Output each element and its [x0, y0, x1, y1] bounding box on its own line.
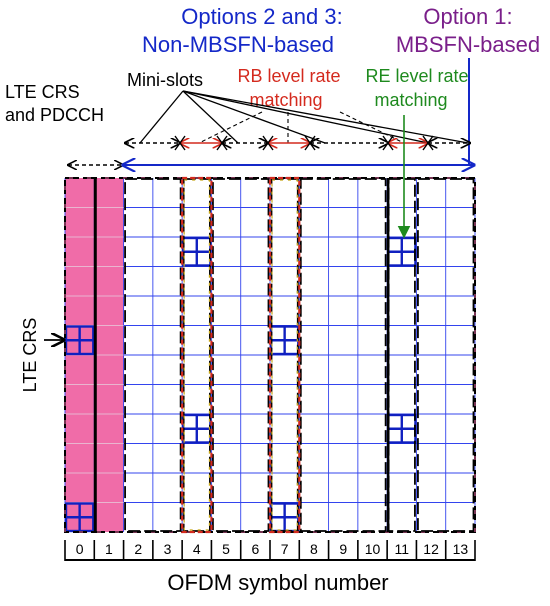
segment-cross	[262, 135, 274, 151]
symbol-tick-label: 5	[222, 541, 230, 557]
symbol-tick-label: 12	[423, 541, 439, 557]
symbol-tick-label: 6	[251, 541, 259, 557]
rb-level-column-inner	[271, 179, 298, 531]
crs-cell	[269, 325, 300, 356]
re-level-pointer	[339, 111, 405, 144]
segment-cross	[304, 135, 316, 151]
crs-cell	[64, 325, 95, 356]
lte-crs-pdcch-label-line2: and PDCCH	[5, 105, 104, 125]
minislot-block	[417, 178, 475, 532]
symbol-tick-label: 1	[105, 541, 113, 557]
symbol-tick-label: 10	[365, 541, 381, 557]
crs-cell	[386, 413, 417, 444]
crs-cell	[269, 502, 300, 533]
rb-level-label-line1: RB level rate	[237, 66, 340, 86]
option-1-title-line1: Option 1:	[423, 4, 512, 29]
minislot-arrow-row	[125, 135, 470, 151]
crs-cell	[181, 236, 212, 267]
symbol-tick-label: 4	[193, 541, 201, 557]
x-axis-title: OFDM symbol number	[167, 570, 388, 595]
lte-crs-pdcch-label-line1: LTE CRS	[5, 82, 80, 102]
options-23-title-line1: Options 2 and 3:	[181, 4, 342, 29]
minislot-block	[212, 178, 270, 532]
segment-cross	[174, 135, 186, 151]
options-23-title-line2: Non-MBSFN-based	[142, 32, 334, 57]
symbol-tick-label: 2	[134, 541, 142, 557]
lte-crs-side-label: LTE CRS	[20, 318, 40, 393]
re-level-label-line2: matching	[374, 90, 447, 110]
rb-level-column-inner	[183, 179, 211, 531]
rb-level-pointers	[198, 111, 289, 144]
resource-grid	[64, 176, 476, 534]
symbol-tick-label: 11	[395, 541, 410, 557]
segment-cross	[382, 135, 394, 151]
crs-cell	[181, 413, 212, 444]
symbol-tick-label: 8	[310, 541, 318, 557]
mini-slots-label: Mini-slots	[127, 70, 203, 90]
symbol-tick-label: 0	[76, 541, 84, 557]
minislot-block	[124, 178, 182, 532]
segment-cross	[422, 135, 434, 151]
symbol-axis: 0 1 2 3 4 5 6 7 8 9 10 11 12 13	[64, 540, 476, 561]
re-level-label-line1: RE level rate	[365, 66, 468, 86]
symbol-tick-label: 3	[164, 541, 172, 557]
minislot-block	[299, 178, 387, 532]
option-1-title-line2: MBSFN-based	[396, 32, 540, 57]
symbol-tick-label: 9	[339, 541, 347, 557]
symbol-tick-label: 13	[453, 541, 469, 557]
segment-cross	[216, 135, 228, 151]
crs-cell	[386, 236, 417, 267]
rb-level-label-line2: matching	[249, 90, 322, 110]
symbol-tick-label: 7	[281, 541, 289, 557]
